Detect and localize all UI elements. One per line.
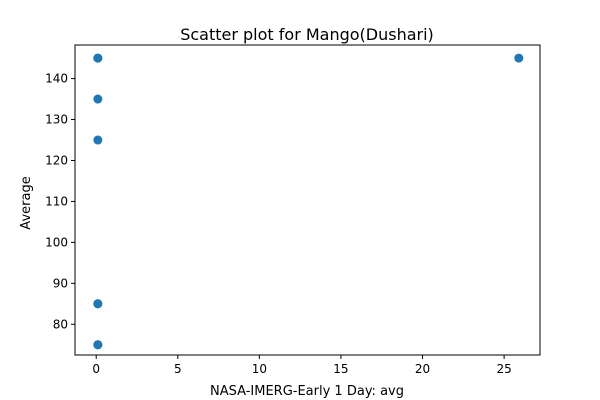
x-tick-label-5: 25 <box>496 362 511 376</box>
x-tick-label-1: 5 <box>174 362 182 376</box>
data-point-1 <box>93 53 103 63</box>
data-point-5 <box>93 299 103 309</box>
data-point-7 <box>93 340 103 350</box>
y-tick-label-5: 130 <box>45 113 68 127</box>
x-axis-label: NASA-IMERG-Early 1 Day: avg <box>210 384 404 399</box>
y-tick-label-0: 80 <box>53 317 68 331</box>
y-tick-label-4: 120 <box>45 153 68 167</box>
y-tick-label-3: 110 <box>45 194 68 208</box>
data-point-2 <box>93 94 103 104</box>
data-point-3 <box>93 135 103 145</box>
y-tick-label-2: 100 <box>45 235 68 249</box>
x-tick-label-4: 20 <box>415 362 430 376</box>
data-points <box>93 53 524 350</box>
x-tick-label-0: 0 <box>92 362 100 376</box>
y-axis-ticks: 80 90 100 110 120 130 140 <box>45 72 75 331</box>
y-axis-label: Average <box>19 176 34 229</box>
data-point-8 <box>514 53 524 63</box>
x-tick-label-3: 15 <box>333 362 348 376</box>
x-tick-label-2: 10 <box>252 362 267 376</box>
y-tick-label-6: 140 <box>45 72 68 86</box>
chart-title: Scatter plot for Mango(Dushari) <box>180 25 434 44</box>
plot-area-frame <box>74 44 541 356</box>
y-tick-label-1: 90 <box>53 276 68 290</box>
x-axis-ticks: 0 5 10 15 20 25 <box>92 355 512 376</box>
